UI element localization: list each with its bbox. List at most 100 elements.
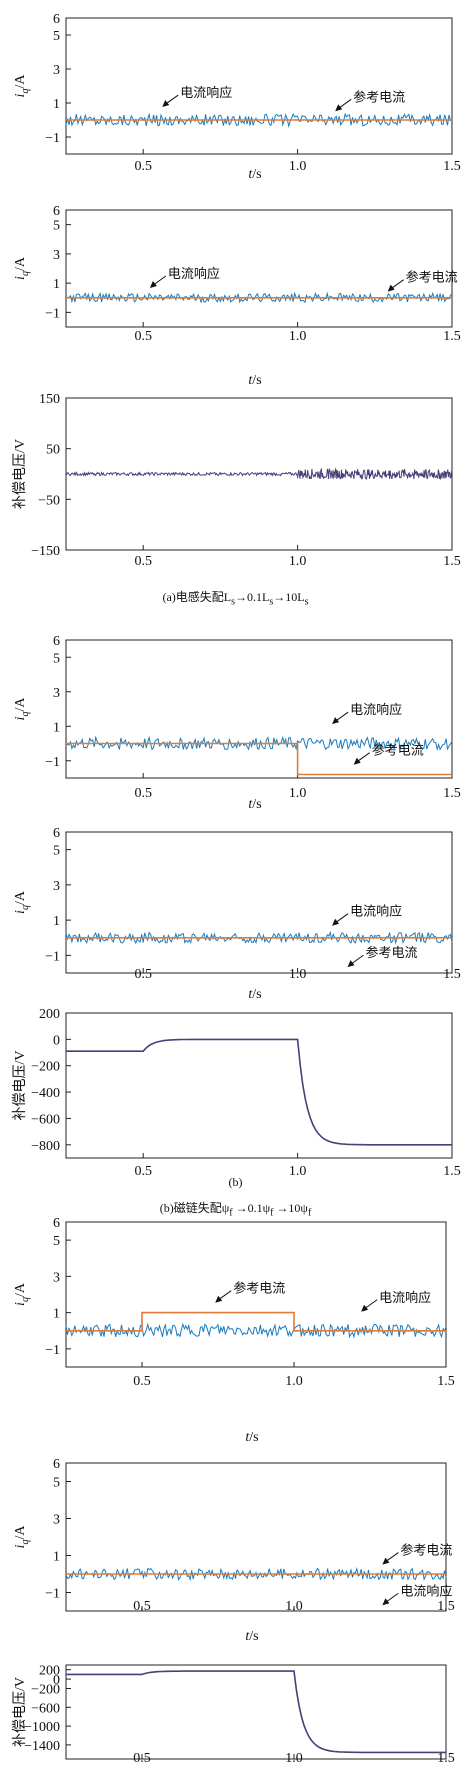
x-tick-label: 1.5	[437, 1599, 455, 1614]
y-tick-label: 5	[53, 29, 60, 44]
y-tick-label: −1	[45, 1587, 60, 1602]
annotation-arrowhead	[361, 1304, 369, 1312]
series-line-response	[65, 1566, 447, 1582]
annotation-label: 电流响应	[400, 1583, 452, 1599]
annotation-arrowhead	[382, 1598, 390, 1606]
x-axis-label: t/s	[245, 1430, 258, 1445]
x-tick-label: 1.5	[443, 159, 461, 174]
annotation-arrowhead	[347, 960, 355, 968]
annotation-label: 参考电流	[372, 743, 424, 759]
y-tick-label: 5	[53, 844, 60, 859]
chart-panel-3	[65, 397, 453, 551]
caption-b: (b)磁链失配ψf →0.1ψf →10ψf	[159, 1201, 312, 1219]
y-tick-label: 1	[53, 720, 60, 735]
y-tick-label: 1	[53, 914, 60, 929]
x-tick-label: 1.5	[443, 1164, 461, 1179]
y-axis-label: iq/A	[13, 1282, 31, 1306]
x-axis-label: t/s	[248, 987, 261, 1002]
x-tick-label: 1.0	[289, 329, 307, 344]
plot-frame	[65, 397, 453, 551]
y-tick-label: 3	[53, 248, 60, 263]
chart-panel-1	[65, 17, 453, 155]
y-axis-label: iq/A	[13, 890, 31, 914]
x-tick-label: 1.0	[289, 1164, 307, 1179]
x-tick-label: 0.5	[134, 159, 152, 174]
plot-frame	[65, 17, 453, 155]
annotation-arrowhead	[353, 757, 361, 765]
y-axis-label: iq/A	[13, 697, 31, 721]
plot-frame	[65, 831, 453, 974]
caption-b-text: (b)磁链失配ψ	[159, 1201, 230, 1215]
y-tick-label: 0	[53, 1673, 60, 1688]
y-tick-label: −1	[45, 949, 60, 964]
x-tick-label: 1.0	[289, 159, 307, 174]
series-line-voltage	[65, 467, 453, 481]
y-tick-label: 50	[46, 443, 60, 458]
x-tick-label: 1.5	[443, 967, 461, 982]
y-axis-label: iq/A	[13, 1525, 31, 1549]
x-tick-label: 1.0	[289, 786, 307, 801]
x-tick-label: 0.5	[133, 1599, 151, 1614]
series-line-voltage	[66, 1038, 452, 1146]
series-line-response	[65, 291, 453, 304]
plot-frame	[65, 1012, 453, 1159]
y-tick-label: −400	[31, 1086, 60, 1101]
plot-frame	[65, 209, 453, 328]
y-tick-label: −200	[31, 1683, 60, 1698]
y-tick-label: 6	[53, 634, 60, 649]
plot-frame	[65, 1462, 447, 1612]
annotation-label: 电流响应	[168, 266, 220, 282]
annotation-label: 参考电流	[400, 1543, 452, 1559]
plot-frame	[65, 639, 453, 779]
x-tick-label: 0.5	[134, 967, 152, 982]
y-tick-label: 3	[53, 63, 60, 78]
y-tick-label: −200	[31, 1060, 60, 1075]
annotation-arrowhead	[149, 281, 157, 289]
plot-frame	[65, 1664, 447, 1760]
chart-panel-2	[65, 209, 453, 328]
y-tick-label: −1400	[24, 1739, 60, 1754]
series-line-reference	[66, 742, 452, 776]
annotation-label: 电流响应	[379, 1290, 431, 1306]
annotation-arrowhead	[332, 918, 340, 926]
chart-panel-9	[65, 1664, 447, 1760]
annotation-arrowhead	[335, 104, 343, 112]
x-tick-label: 1.0	[289, 967, 307, 982]
y-tick-label: 1	[53, 277, 60, 292]
annotation-arrowhead	[215, 1295, 223, 1303]
y-axis-label: 补偿电压/V	[12, 1051, 28, 1121]
series-line-response	[65, 735, 453, 752]
series-line-reference	[66, 1311, 446, 1332]
annotation-label: 参考电流	[353, 89, 405, 105]
x-tick-label: 1.5	[443, 329, 461, 344]
x-axis-label: t/s	[248, 373, 261, 388]
y-tick-label: −1	[45, 131, 60, 146]
annotation-label: 参考电流	[366, 945, 418, 961]
y-tick-label: −600	[31, 1701, 60, 1716]
y-tick-label: −50	[38, 493, 60, 508]
y-axis-label: iq/A	[13, 256, 31, 280]
y-tick-label: −1	[45, 306, 60, 321]
y-tick-label: 1	[53, 1550, 60, 1565]
y-tick-label: 3	[53, 686, 60, 701]
annotation-label: 电流响应	[180, 85, 232, 101]
y-tick-label: −150	[31, 544, 60, 559]
chart-panel-4	[65, 639, 453, 779]
y-tick-label: 5	[53, 1234, 60, 1249]
caption-a-text: (a)电感失配L	[162, 590, 232, 604]
x-tick-label: 0.5	[133, 1374, 151, 1389]
plot-frame	[65, 1221, 447, 1368]
annotation-label: 参考电流	[233, 1281, 285, 1297]
x-tick-label: 1.5	[443, 786, 461, 801]
y-tick-label: −600	[31, 1112, 60, 1127]
y-tick-label: 6	[53, 826, 60, 841]
y-tick-label: 6	[53, 12, 60, 27]
x-axis-label: t/s	[245, 1629, 258, 1644]
x-tick-label: 0.5	[134, 329, 152, 344]
x-tick-label: 1.5	[443, 554, 461, 569]
annotation-label: 电流响应	[350, 904, 402, 920]
x-tick-label: 1.5	[437, 1374, 455, 1389]
x-tick-label: 1.0	[285, 1599, 303, 1614]
chart-panel-7	[65, 1221, 447, 1368]
